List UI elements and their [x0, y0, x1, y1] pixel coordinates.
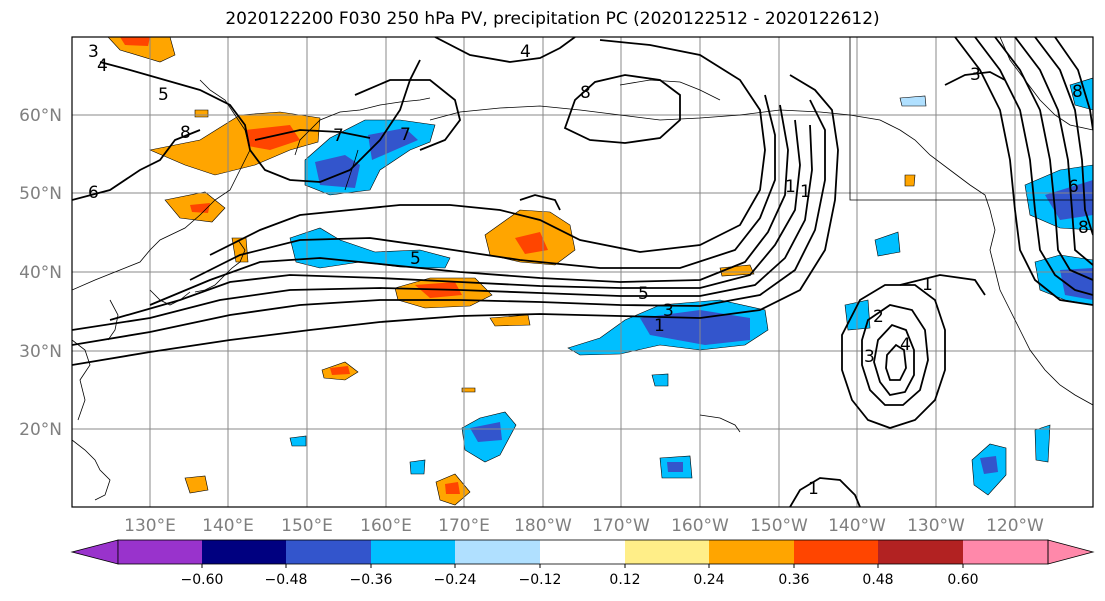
contour-label: 2 — [873, 307, 884, 327]
colorbar-segment — [794, 540, 878, 564]
lat-label: 20°N — [19, 420, 62, 440]
contour-label: 8 — [580, 83, 591, 103]
contour-label: 3 — [970, 65, 981, 85]
colorbar-segment — [1047, 539, 1095, 565]
gridlines — [72, 37, 1093, 507]
contour-label: 5 — [410, 249, 421, 269]
lon-label: 160°E — [360, 516, 412, 536]
longitude-labels: 130°E 140°E 150°E 160°E 170°E 180°W 170°… — [124, 516, 1044, 536]
colorbar: −0.60 −0.48 −0.36 −0.24 −0.12 0.12 0.24 … — [70, 539, 1095, 588]
colorbar-tick-label: 0.24 — [693, 572, 724, 588]
lon-label: 150°E — [281, 516, 333, 536]
lat-label: 50°N — [19, 184, 62, 204]
latitude-labels: 60°N 50°N 40°N 30°N 20°N — [19, 106, 62, 440]
lon-label: 150°W — [750, 516, 808, 536]
colorbar-segment — [455, 540, 540, 564]
colorbar-segment — [202, 540, 286, 564]
contour-label: 4 — [97, 56, 108, 76]
colorbar-segment — [286, 540, 371, 564]
colorbar-segment — [963, 540, 1048, 564]
lon-label: 180°W — [514, 516, 572, 536]
colorbar-tick-label: −0.60 — [181, 572, 224, 588]
contour-label: 1 — [808, 479, 819, 499]
lon-label: 170°W — [592, 516, 650, 536]
map-frame — [71, 36, 1094, 508]
lon-label: 130°W — [907, 516, 965, 536]
contour-label: 5 — [158, 85, 169, 105]
contour-label: 1 — [922, 275, 933, 295]
lon-label: 130°E — [124, 516, 176, 536]
contour-label: 7 — [400, 125, 411, 145]
lat-label: 60°N — [19, 106, 62, 126]
colorbar-tick-label: −0.24 — [434, 572, 477, 588]
colorbar-segment — [70, 539, 119, 565]
lat-label: 40°N — [19, 263, 62, 283]
colorbar-segment — [625, 540, 709, 564]
contour-label: 3 — [663, 301, 674, 321]
colorbar-tick-label: −0.12 — [519, 572, 562, 588]
colorbar-segment — [371, 540, 455, 564]
contour-label: 8 — [1072, 82, 1083, 102]
contour-label: 6 — [1068, 177, 1079, 197]
contour-label: 5 — [638, 284, 649, 304]
contour-label: 1 — [785, 177, 796, 197]
contour-label: 3 — [864, 347, 875, 367]
contour-label: 4 — [900, 335, 911, 355]
colorbar-tick-label: 0.12 — [609, 572, 640, 588]
contour-label: 4 — [520, 42, 531, 62]
colorbar-segment — [878, 540, 963, 564]
contour-label: 6 — [88, 183, 99, 203]
contour-label: 1 — [654, 316, 665, 336]
contour-label: 7 — [333, 126, 344, 146]
lat-label: 30°N — [19, 342, 62, 362]
contour-label: 8 — [1078, 218, 1089, 238]
lon-label: 120°W — [986, 516, 1044, 536]
contour-label: 3 — [88, 42, 99, 62]
colorbar-tick-label: −0.36 — [350, 572, 393, 588]
coastlines — [72, 37, 1093, 501]
colorbar-tick-label: 0.48 — [862, 572, 893, 588]
colorbar-segment — [118, 540, 202, 564]
colorbar-tick-label: 0.36 — [778, 572, 809, 588]
colorbar-segment — [709, 540, 794, 564]
contour-label: 1 — [800, 182, 811, 202]
lon-label: 140°W — [828, 516, 886, 536]
colorbar-tick-label: 0.60 — [947, 572, 978, 588]
lon-label: 140°E — [202, 516, 254, 536]
colorbar-segment — [540, 540, 625, 564]
colorbar-tick-label: −0.48 — [265, 572, 308, 588]
pv-contours — [72, 37, 1093, 507]
lon-label: 170°E — [438, 516, 490, 536]
contour-label: 8 — [180, 123, 191, 143]
contour-labels: 3 4 4 5 5 6 7 7 8 8 1 5 3 1 1 2 3 4 1 1 … — [88, 42, 1089, 499]
lon-label: 160°W — [671, 516, 729, 536]
map-title: 2020122200 F030 250 hPa PV, precipitatio… — [225, 9, 880, 29]
